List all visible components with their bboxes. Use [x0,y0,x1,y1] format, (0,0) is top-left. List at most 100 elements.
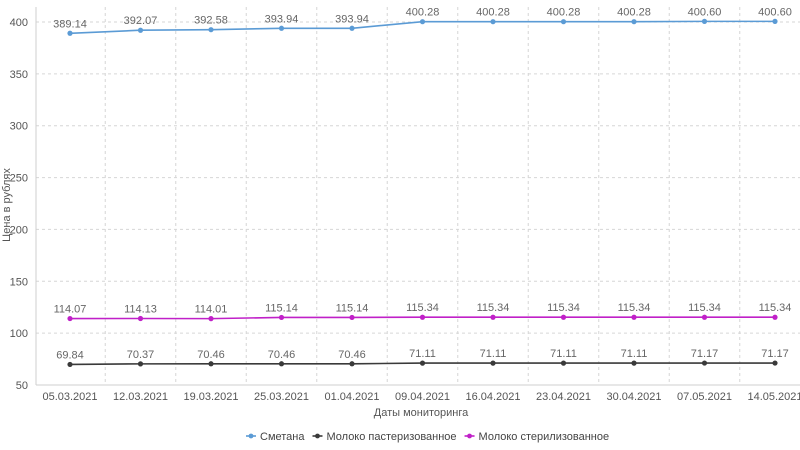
data-label: 392.58 [194,15,228,27]
data-label: 114.13 [124,303,157,315]
data-point [278,25,285,31]
x-tick-label: 23.04.2021 [536,391,591,403]
legend-label: Молоко стерилизованное [479,431,610,443]
y-tick-label: 50 [16,380,28,392]
data-label: 115.34 [477,302,510,314]
y-axis-title: Цена в рублях [1,168,13,242]
data-point [349,25,355,31]
data-label: 115.34 [618,302,651,314]
x-tick-label: 25.03.2021 [254,391,309,403]
data-label: 400.28 [617,7,651,19]
legend-item[interactable]: Молоко стерилизованное [464,431,610,443]
data-label: 71.17 [691,348,719,360]
data-point [772,314,778,320]
y-tick-label: 150 [10,276,28,288]
legend-swatch-marker [467,433,472,439]
data-label: 400.28 [476,7,510,19]
series [67,18,778,368]
data-point [349,314,355,321]
data-label: 389.14 [53,18,87,30]
y-tick-label: 350 [10,69,28,81]
data-point [631,314,637,320]
data-labels: 389.14 392.07 392.58 393.94 393.94 400.28 400.… [53,6,792,361]
data-point [208,361,214,367]
y-tick-label: 250 [10,173,28,185]
data-label: 115.14 [265,302,298,314]
data-point [419,314,426,320]
data-point [67,315,73,322]
data-point [631,360,637,366]
data-point [67,30,73,36]
legend-swatch-marker [315,433,320,439]
data-label: 400.28 [547,7,581,19]
data-point [278,314,285,321]
legend-item[interactable]: Молоко пастеризованное [312,431,457,443]
data-point [701,18,708,24]
y-tick-label: 200 [10,224,28,236]
data-label: 393.94 [265,13,299,25]
data-label: 70.46 [338,349,366,361]
data-point [772,18,778,24]
y-tick-label: 400 [10,17,28,29]
legend-label: Сметана [260,431,305,443]
data-point [137,27,144,33]
data-point [137,361,144,367]
data-label: 392.07 [124,15,158,27]
data-point [490,19,496,25]
data-point [560,360,567,366]
data-point [631,19,637,25]
data-label: 114.07 [54,304,87,316]
legend-swatch-marker [248,433,254,439]
data-point [560,19,567,25]
grid [36,7,800,386]
data-point [208,316,214,322]
y-tick-label: 100 [10,328,28,340]
y-tick-label: 300 [10,121,28,133]
data-label: 115.34 [406,302,439,314]
x-tick-label: 14.05.2021 [747,391,800,403]
axes: 50 100 150 200 250 300 350 400 05.03.2021 12.03.2… [10,7,800,403]
data-point [490,360,496,366]
data-point [349,361,355,367]
data-point [419,360,426,366]
x-tick-label: 05.03.2021 [42,391,97,403]
data-label: 400.60 [758,6,792,18]
data-label: 71.11 [550,348,577,360]
data-label: 393.94 [335,13,369,25]
data-point [772,360,778,366]
data-label: 71.11 [480,348,507,360]
data-label: 115.14 [336,302,369,314]
x-tick-label: 19.03.2021 [183,391,238,403]
legend-item[interactable]: Сметана [246,431,305,443]
data-label: 70.37 [127,349,155,361]
data-point [701,360,708,366]
x-tick-label: 30.04.2021 [606,391,661,403]
data-point [67,361,73,368]
legend: Сметана Молоко пастеризованное Молоко стер… [246,431,609,443]
data-label: 70.46 [268,349,296,361]
data-label: 115.34 [759,302,792,314]
data-label: 114.01 [195,304,228,316]
data-label: 115.34 [688,302,721,314]
x-axis-title: Даты мониторинга [374,407,469,419]
data-point [701,314,708,320]
data-label: 400.60 [688,6,722,18]
data-point [560,314,567,320]
x-tick-label: 12.03.2021 [113,391,168,403]
legend-label: Молоко пастеризованное [326,431,456,443]
data-point [419,19,426,25]
data-point [137,315,144,322]
x-tick-label: 07.05.2021 [677,391,732,403]
data-label: 71.11 [409,348,436,360]
data-label: 70.46 [197,349,225,361]
data-label: 400.28 [406,7,440,19]
x-tick-label: 16.04.2021 [465,391,520,403]
data-label: 69.84 [56,349,84,361]
x-tick-label: 01.04.2021 [324,391,379,403]
data-point [490,314,496,320]
data-point [278,361,285,367]
data-label: 71.11 [621,348,648,360]
data-label: 115.34 [547,302,580,314]
data-label: 71.17 [761,348,789,360]
